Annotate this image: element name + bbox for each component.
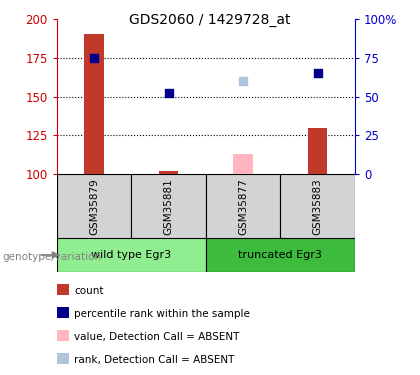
Bar xyxy=(159,171,178,174)
Text: rank, Detection Call = ABSENT: rank, Detection Call = ABSENT xyxy=(74,355,235,365)
FancyBboxPatch shape xyxy=(57,238,206,272)
Bar xyxy=(308,128,327,174)
FancyBboxPatch shape xyxy=(281,174,355,238)
FancyBboxPatch shape xyxy=(206,238,355,272)
Text: GDS2060 / 1429728_at: GDS2060 / 1429728_at xyxy=(129,13,291,27)
Point xyxy=(165,90,172,96)
Bar xyxy=(234,154,253,174)
Text: percentile rank within the sample: percentile rank within the sample xyxy=(74,309,250,319)
FancyBboxPatch shape xyxy=(57,174,131,238)
Point xyxy=(91,55,97,61)
Text: wild type Egr3: wild type Egr3 xyxy=(91,250,171,260)
Text: genotype/variation: genotype/variation xyxy=(2,252,101,262)
Text: count: count xyxy=(74,286,104,296)
FancyBboxPatch shape xyxy=(131,174,206,238)
Point xyxy=(240,78,247,84)
Text: value, Detection Call = ABSENT: value, Detection Call = ABSENT xyxy=(74,332,240,342)
Text: GSM35881: GSM35881 xyxy=(163,178,173,235)
Point xyxy=(314,70,321,76)
Text: GSM35877: GSM35877 xyxy=(238,178,248,235)
Bar xyxy=(84,34,104,174)
Text: GSM35883: GSM35883 xyxy=(312,178,323,235)
Text: GSM35879: GSM35879 xyxy=(89,178,99,235)
FancyBboxPatch shape xyxy=(206,174,281,238)
Text: truncated Egr3: truncated Egr3 xyxy=(239,250,322,260)
